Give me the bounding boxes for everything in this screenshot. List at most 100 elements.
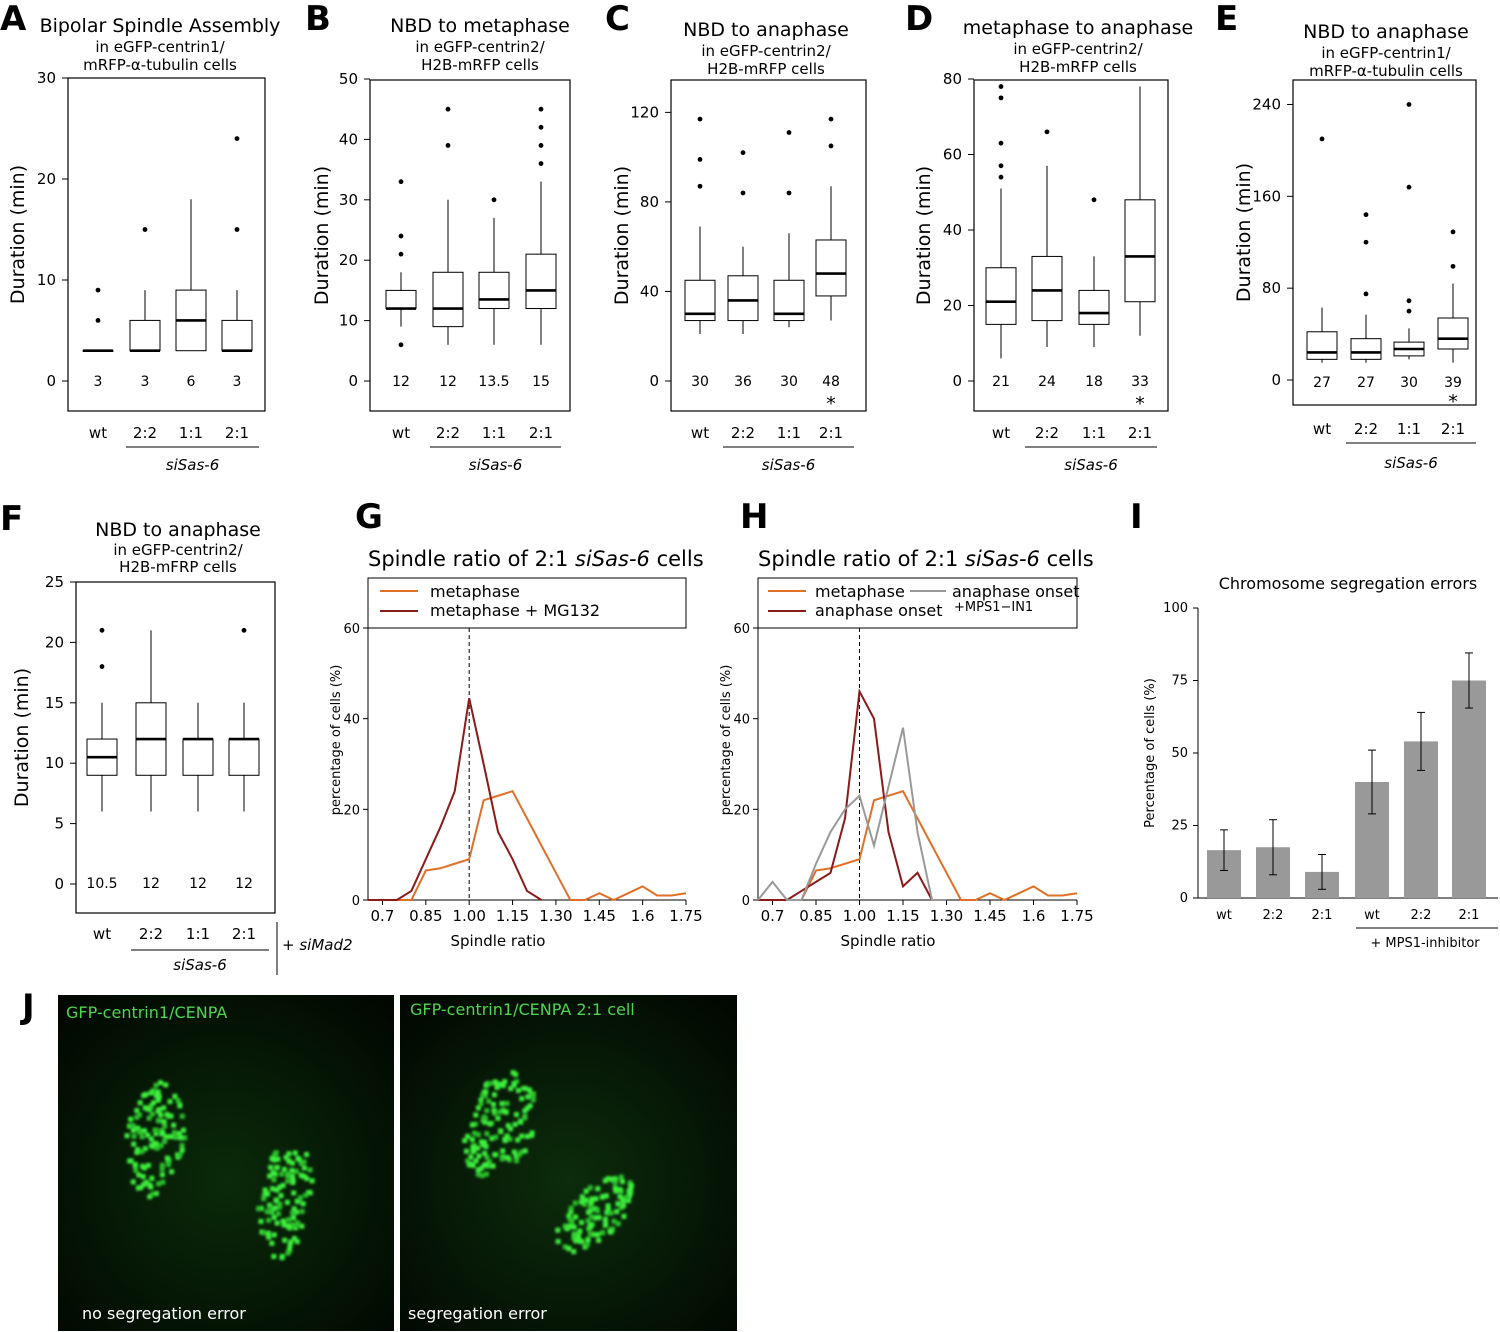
fluorescent-spot bbox=[142, 1105, 148, 1111]
fluorescent-spot bbox=[171, 1122, 177, 1128]
box bbox=[432, 271, 464, 328]
x-tick-label: 1.75 bbox=[669, 907, 702, 925]
outlier-point bbox=[491, 197, 497, 203]
panel-I: I Chromosome segregation errors 0 25 50 75 100… bbox=[1130, 497, 1498, 951]
fluorescent-spot bbox=[475, 1132, 481, 1138]
outlier-point bbox=[998, 140, 1004, 146]
x-axis-label: Spindle ratio bbox=[451, 932, 546, 950]
outlier-point bbox=[1450, 229, 1456, 235]
y-tick-label: 0 bbox=[742, 894, 750, 909]
y-tick-label: 30 bbox=[339, 191, 358, 209]
fluorescent-spot bbox=[171, 1129, 177, 1135]
fluorescent-spot bbox=[286, 1151, 292, 1157]
outlier-point bbox=[398, 251, 404, 257]
fluorescent-spot bbox=[270, 1170, 276, 1176]
panel-subtitle: in eGFP-centrin2/ bbox=[1013, 40, 1143, 58]
legend-box bbox=[757, 577, 1078, 629]
median-label: 10.5 bbox=[86, 876, 117, 892]
x-category-label: 1:1 bbox=[482, 424, 506, 442]
fluorescent-spot bbox=[154, 1145, 160, 1151]
fluorescent-spot bbox=[555, 1239, 561, 1245]
box bbox=[727, 275, 759, 322]
fluorescent-spot bbox=[511, 1082, 517, 1088]
fluorescent-spot bbox=[291, 1215, 297, 1221]
fluorescent-spot bbox=[627, 1190, 633, 1196]
fluorescent-spot bbox=[577, 1228, 583, 1234]
legend-label: metaphase bbox=[815, 582, 905, 601]
fluorescent-spot bbox=[277, 1201, 283, 1207]
outlier-point bbox=[445, 106, 451, 112]
fluorescent-spot bbox=[267, 1173, 273, 1179]
outlier-point bbox=[786, 190, 792, 196]
image-caption-top-right: GFP-centrin1/CENPA 2:1 cell bbox=[410, 1000, 635, 1019]
fluorescent-spot bbox=[571, 1249, 577, 1255]
fluorescent-spot bbox=[179, 1113, 185, 1119]
outlier-point bbox=[99, 664, 105, 669]
fluorescent-spot bbox=[492, 1079, 498, 1085]
fluorescent-spot bbox=[267, 1202, 273, 1208]
x-category-label: 2:1 bbox=[1128, 424, 1152, 442]
fluorescent-spot bbox=[161, 1105, 167, 1111]
outlier-point bbox=[538, 143, 544, 148]
median-label: 30 bbox=[1400, 375, 1418, 391]
fluorescent-spot bbox=[490, 1163, 496, 1169]
box bbox=[1350, 338, 1382, 360]
fluorescent-spot bbox=[298, 1172, 304, 1178]
y-tick-label: 0 bbox=[348, 372, 358, 390]
outlier-point bbox=[538, 161, 544, 166]
fluorescent-spot bbox=[156, 1094, 162, 1100]
fluorescent-spot bbox=[501, 1108, 507, 1114]
fluorescent-spot bbox=[608, 1229, 614, 1235]
fluorescent-spot bbox=[475, 1167, 481, 1173]
panel-subtitle: H2B-mRFP cells bbox=[1019, 58, 1137, 76]
fluorescent-spot bbox=[587, 1231, 593, 1237]
fluorescent-spot bbox=[272, 1205, 278, 1211]
chart-title: Spindle ratio of 2:1 siSas-6 cells bbox=[758, 547, 1094, 571]
panel-letter: I bbox=[1130, 497, 1143, 537]
fluorescent-spot bbox=[281, 1222, 287, 1228]
x-category-label: 1:1 bbox=[1397, 420, 1421, 438]
outlier-point bbox=[828, 143, 834, 149]
fluorescent-spot bbox=[150, 1191, 156, 1197]
fluorescent-spot bbox=[262, 1187, 268, 1193]
fluorescent-spot bbox=[483, 1089, 489, 1095]
fluorescent-spot bbox=[164, 1155, 170, 1161]
fluorescent-spot bbox=[287, 1243, 293, 1249]
fluorescent-spot bbox=[286, 1217, 292, 1223]
fluorescent-spot bbox=[480, 1092, 486, 1098]
panel-title: NBD to anaphase bbox=[1303, 21, 1469, 43]
fluorescent-spot bbox=[512, 1121, 518, 1127]
outlier-point bbox=[828, 116, 834, 122]
y-tick-label: 25 bbox=[1171, 819, 1188, 834]
fluorescent-spot bbox=[285, 1250, 291, 1256]
chart-title-part: siSas-6 bbox=[965, 547, 1040, 571]
box bbox=[478, 271, 510, 310]
microscopy-image-right bbox=[400, 995, 737, 1331]
box bbox=[385, 289, 417, 310]
box bbox=[1031, 255, 1063, 322]
fluorescent-spot bbox=[486, 1158, 492, 1164]
fluorescent-spot bbox=[287, 1225, 293, 1231]
fluorescent-spot bbox=[514, 1158, 520, 1164]
extra-label: + siMad2 bbox=[282, 936, 353, 954]
legend-label: +MPS1−IN1 bbox=[954, 600, 1033, 615]
fluorescent-spot bbox=[470, 1144, 476, 1150]
fluorescent-spot bbox=[483, 1115, 489, 1121]
fluorescent-spot bbox=[135, 1147, 141, 1153]
fluorescent-spot bbox=[294, 1168, 300, 1174]
box bbox=[1437, 317, 1469, 350]
fluorescent-spot bbox=[590, 1231, 596, 1237]
fluorescent-spot bbox=[487, 1121, 493, 1127]
x-category-label: 2:2 bbox=[436, 424, 460, 442]
y-tick-label: 120 bbox=[630, 103, 659, 121]
fluorescent-spot bbox=[618, 1174, 624, 1180]
x-category-label: 2:1 bbox=[232, 925, 256, 943]
legend-box bbox=[367, 577, 687, 629]
panel-H: H Spindle ratio of 2:1 siSas-6 cells 0 20 40… bbox=[719, 497, 1094, 950]
fluorescent-spot bbox=[516, 1152, 522, 1158]
fluorescent-spot bbox=[511, 1149, 517, 1155]
fluorescent-spot bbox=[603, 1193, 609, 1199]
fluorescent-spot bbox=[163, 1082, 169, 1088]
fluorescent-spot bbox=[602, 1216, 608, 1222]
